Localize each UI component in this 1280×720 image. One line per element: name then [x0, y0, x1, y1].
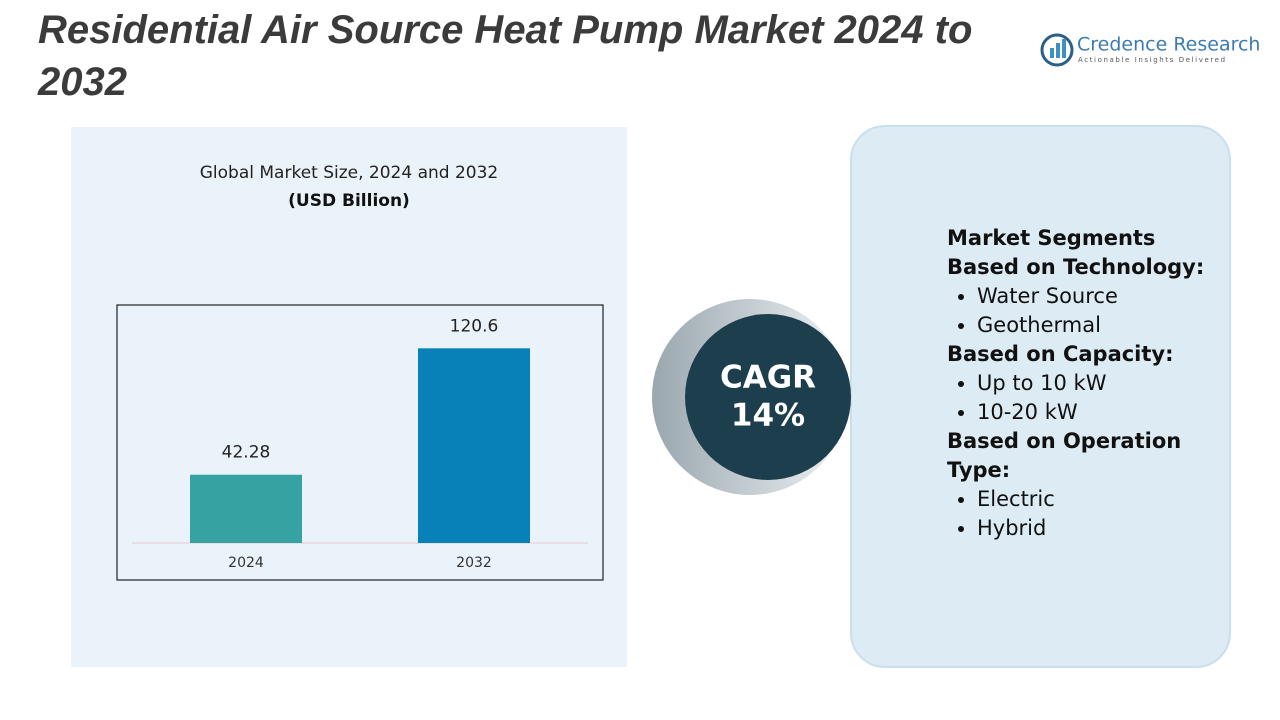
segment-item: 10-20 kW — [977, 398, 1217, 427]
segment-items: Up to 10 kW10-20 kW — [947, 369, 1217, 427]
value-label: 120.6 — [450, 316, 499, 336]
segment-item: Hybrid — [977, 514, 1217, 543]
segment-items: ElectricHybrid — [947, 485, 1217, 543]
chart-title: Global Market Size, 2024 and 2032 — [200, 163, 499, 183]
chart-subtitle: (USD Billion) — [288, 191, 410, 211]
x-tick-label: 2032 — [456, 555, 492, 571]
x-tick-label: 2024 — [228, 555, 264, 571]
chart-frame — [116, 304, 604, 581]
logo-icon — [1040, 33, 1074, 67]
segment-group-title: Based on Operation Type: — [947, 429, 1182, 482]
segment-group-title: Based on Technology: — [947, 255, 1205, 279]
logo-tagline: Actionable Insights Delivered — [1078, 56, 1227, 64]
cagr-value: 14% — [731, 398, 805, 434]
chart-panel — [71, 127, 627, 667]
segment-item: Electric — [977, 485, 1217, 514]
segment-item: Water Source — [977, 282, 1217, 311]
segment-item: Geothermal — [977, 311, 1217, 340]
value-label: 42.28 — [222, 443, 271, 463]
segment-group-title: Based on Capacity: — [947, 342, 1174, 366]
segment-item: Up to 10 kW — [977, 369, 1217, 398]
segment-items: Water SourceGeothermal — [947, 282, 1217, 340]
bar — [190, 474, 302, 543]
page-title: Residential Air Source Heat Pump Market … — [38, 8, 973, 104]
segments-list: Market Segments Based on Technology: Wate… — [947, 224, 1217, 543]
segments-heading: Market Segments — [947, 226, 1156, 250]
logo-name: Credence Research — [1077, 34, 1260, 56]
bar — [418, 348, 530, 543]
cagr-label: CAGR — [720, 360, 816, 396]
segments-panel — [850, 125, 1231, 668]
cagr-circle — [685, 314, 851, 480]
